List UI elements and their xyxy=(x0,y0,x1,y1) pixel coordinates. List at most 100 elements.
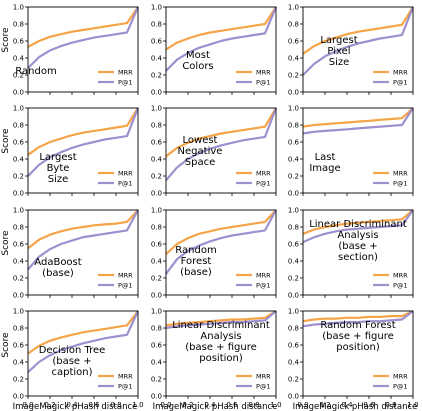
y-tick-label: 1.0 xyxy=(288,207,299,215)
x-tick-label: 0.6 xyxy=(363,401,375,409)
axes-frame xyxy=(165,209,277,296)
y-tick-label: 0.8 xyxy=(13,122,24,130)
y-tick-label: 0.2 xyxy=(288,275,299,283)
legend-label: MRR xyxy=(256,170,271,178)
series-line-mrr xyxy=(165,107,277,158)
x-tick-label: 1.0 xyxy=(270,401,281,409)
y-tick-label: 0.8 xyxy=(288,325,299,333)
y-tick-label: 0.8 xyxy=(151,325,162,333)
y-tick-label: 0.8 xyxy=(151,122,162,130)
panel-title-line: Pixel xyxy=(327,46,350,57)
series-line-p-at-1 xyxy=(302,209,414,244)
y-tick-label: 0.4 xyxy=(13,156,25,164)
series-line-p-at-1 xyxy=(165,107,278,182)
legend-label: MRR xyxy=(256,69,271,77)
x-tick-label: 1.0 xyxy=(407,401,418,409)
y-tick-label: 0.2 xyxy=(13,72,24,80)
y-tick-label: 0.6 xyxy=(288,241,300,249)
y-tick-label: 0.6 xyxy=(151,38,163,46)
panel-title-line: Forest xyxy=(181,256,212,267)
y-tick-label: 0.0 xyxy=(151,190,162,198)
legend-label: P@1 xyxy=(256,180,271,188)
y-tick-label: 1.0 xyxy=(288,4,299,12)
chart-panel: 0.0 0.2 0.4 0.6 0.8 1.0 MRR P@1 Random xyxy=(13,4,140,97)
x-axis-label-col-3: ImageMagick pHash distance xyxy=(293,402,418,411)
y-tick-label: 1.0 xyxy=(151,207,162,215)
series-line-p-at-1 xyxy=(302,107,414,135)
series-line-mrr xyxy=(165,310,277,327)
y-tick-label: 1.0 xyxy=(288,105,299,113)
legend-label: P@1 xyxy=(393,79,408,87)
legend-label: MRR xyxy=(393,373,408,381)
chart-panel: 0.0 0.2 0.4 0.6 0.8 1.0 0.0 0.2 0.4 0.6 0.8 1.0 MRR P… xyxy=(151,308,282,410)
panel-title-line: position) xyxy=(336,342,380,353)
x-tick-label: 0.2 xyxy=(182,401,193,409)
panel-title-line: Decision Tree xyxy=(39,345,106,356)
panel-title-line: AdaBoost xyxy=(34,257,81,268)
y-tick-label: 0.2 xyxy=(288,72,299,80)
y-axis-label-row-2: Score xyxy=(1,128,11,154)
chart-panel: 0.0 0.2 0.4 0.6 0.8 1.0 0.0 0.2 0.4 0.6 0.8 1.0 MRR P… xyxy=(288,308,419,410)
panel-title-line: position) xyxy=(199,353,243,364)
y-tick-label: 0.6 xyxy=(288,342,300,350)
axes-frame xyxy=(27,6,139,93)
panel-title-line: (base) xyxy=(180,267,212,278)
legend-label: MRR xyxy=(118,272,133,280)
y-tick-label: 0.4 xyxy=(288,55,300,63)
panel-title-line: Random xyxy=(175,245,216,256)
panel-title-line: Random Forest xyxy=(320,320,395,331)
panel-title-line: Lowest xyxy=(183,135,218,146)
series-line-p-at-1 xyxy=(165,6,278,72)
panel-title-line: (base + figure xyxy=(322,331,394,342)
y-tick-label: 0.0 xyxy=(13,89,24,97)
series-line-mrr xyxy=(27,209,139,250)
y-tick-label: 0.6 xyxy=(151,241,163,249)
axes-frame xyxy=(302,107,414,194)
series-line-p-at-1 xyxy=(302,6,415,76)
panel-title-line: (base) xyxy=(42,268,74,279)
y-tick-label: 0.8 xyxy=(13,224,24,232)
legend-label: P@1 xyxy=(393,180,408,188)
y-tick-label: 0.4 xyxy=(151,359,163,367)
axes-frame xyxy=(27,107,139,194)
axes-frame xyxy=(165,6,277,93)
legend-label: MRR xyxy=(118,69,133,77)
y-tick-label: 0.4 xyxy=(13,55,25,63)
y-axis-label-row-3: Score xyxy=(1,230,11,256)
axes-frame xyxy=(165,310,277,397)
y-axis-label-row-1: Score xyxy=(1,27,11,53)
y-tick-label: 0.4 xyxy=(13,258,25,266)
series-line-p-at-1 xyxy=(165,209,277,275)
legend-label: MRR xyxy=(118,373,133,381)
legend-label: P@1 xyxy=(256,79,271,87)
chart-panel: 0.0 0.2 0.4 0.6 0.8 1.0 MRR P@1 Linear Discrimin… xyxy=(288,207,414,300)
legend-label: P@1 xyxy=(118,383,133,391)
panel-title-line: Largest xyxy=(320,35,357,46)
axes-frame xyxy=(27,209,139,296)
y-tick-label: 0.4 xyxy=(288,258,300,266)
y-tick-label: 0.8 xyxy=(288,21,299,29)
y-tick-label: 0.6 xyxy=(13,139,25,147)
panel-title-line: section) xyxy=(338,252,378,263)
panel-title-line: Last xyxy=(315,152,336,163)
panel-title-line: Most xyxy=(186,50,210,61)
panel-title-line: Image xyxy=(309,163,340,174)
y-tick-label: 1.0 xyxy=(13,4,24,12)
series-line-mrr xyxy=(27,6,139,48)
panel-title-line: Size xyxy=(48,174,69,185)
axes-frame xyxy=(302,310,414,397)
panel-title-line: Linear Discriminant xyxy=(309,219,407,230)
chart-panel: 0.0 0.2 0.4 0.6 0.8 1.0 0.0 0.2 0.4 0.6 0.8 1.0 MRR P… xyxy=(13,308,144,410)
legend-label: P@1 xyxy=(256,282,271,290)
series-line-mrr xyxy=(27,310,139,355)
y-tick-label: 0.8 xyxy=(288,122,299,130)
y-tick-label: 0.2 xyxy=(151,173,162,181)
x-axis-label-col-2: ImageMagick pHash distance xyxy=(153,402,278,411)
x-axis-label-col-1: ImageMagick pHash distance xyxy=(13,402,138,411)
y-axis-label-row-4: Score xyxy=(1,332,11,358)
y-tick-label: 0.2 xyxy=(13,376,24,384)
legend-label: MRR xyxy=(393,170,408,178)
y-tick-label: 0.8 xyxy=(288,224,299,232)
y-tick-label: 0.6 xyxy=(151,139,163,147)
